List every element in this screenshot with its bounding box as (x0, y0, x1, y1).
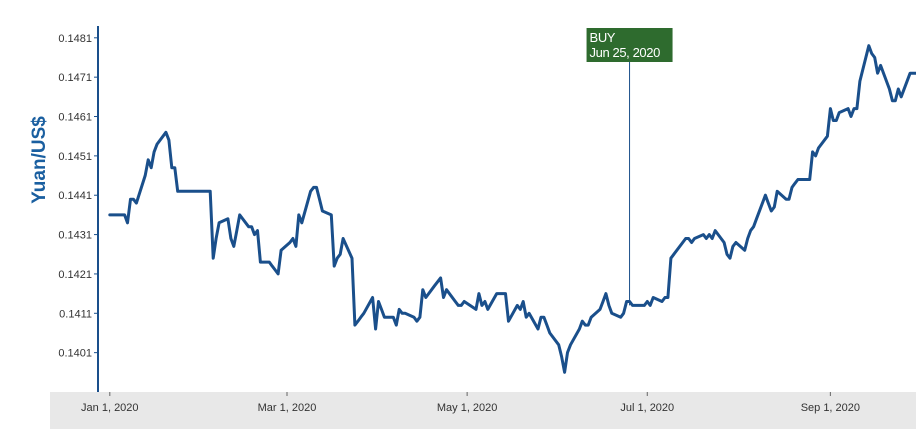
x-tick-label: Jan 1, 2020 (81, 402, 139, 414)
y-tick-label: 0.1451 (58, 151, 92, 163)
y-tick-label: 0.1441 (58, 190, 92, 202)
x-axis-ticks: Jan 1, 2020 Mar 1, 2020 May 1, 2020 Jul 1, … (81, 392, 860, 414)
y-tick-label: 0.1481 (58, 33, 92, 45)
x-axis-band (50, 392, 916, 429)
y-tick-label: 0.1421 (58, 269, 92, 281)
buy-date-text: Jun 25, 2020 (590, 45, 661, 60)
x-tick-label: May 1, 2020 (437, 402, 498, 414)
y-tick-label: 0.1431 (58, 230, 92, 242)
x-tick-label: Mar 1, 2020 (258, 402, 317, 414)
buy-label-box (586, 28, 673, 62)
buy-label-text: BUY (590, 30, 616, 45)
buy-annotation: BUY Jun 25, 2020 (586, 28, 673, 306)
y-axis-title: Yuan/US$ (29, 116, 50, 204)
y-tick-label: 0.1411 (59, 308, 92, 320)
y-axis-ticks: 0.1401 0.1411 0.1421 0.1431 0.1441 0.1451 0.14… (58, 33, 98, 360)
y-tick-label: 0.1471 (58, 72, 92, 84)
y-tick-label: 0.1401 (58, 348, 92, 360)
x-tick-label: Jul 1, 2020 (620, 402, 674, 414)
y-tick-label: 0.1461 (58, 112, 92, 124)
x-tick-label: Sep 1, 2020 (801, 402, 860, 414)
series-line-cny-usd (108, 44, 916, 374)
